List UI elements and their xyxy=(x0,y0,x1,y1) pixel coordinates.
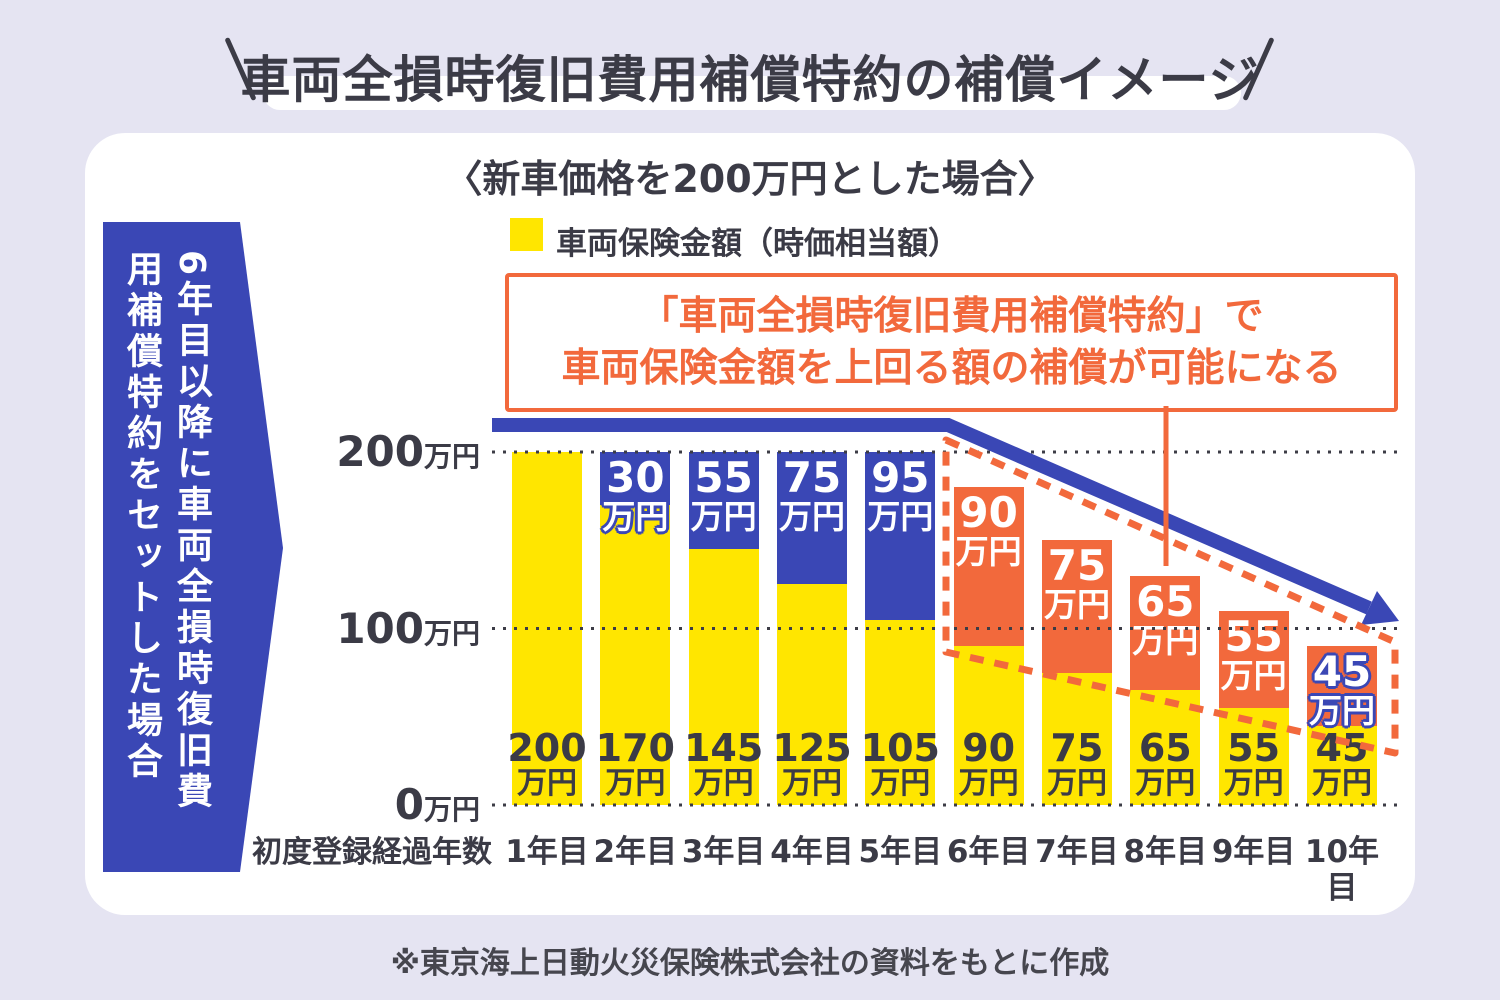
value-number: 75 xyxy=(1047,541,1107,591)
legend-label: 車両保険金額（時価相当額） xyxy=(556,226,959,262)
bar-9-insured-amount-label: 55 万円 xyxy=(1213,729,1295,801)
value-number: 65 xyxy=(1138,726,1192,770)
value-number: 30 xyxy=(606,453,665,502)
value-unit: 万円 xyxy=(1220,655,1287,695)
value-number: 75 xyxy=(782,453,842,502)
value-number: 90 xyxy=(962,726,1016,770)
value-unit: 万円 xyxy=(1311,766,1372,801)
x-axis-label-7: 7年目 xyxy=(1035,834,1119,870)
y-axis-tick-200: 200万円 xyxy=(330,427,480,477)
x-axis-label-5: 5年目 xyxy=(858,834,943,870)
bar-2-extra-amount-label: 30 万円 xyxy=(594,457,676,535)
tick-unit: 万円 xyxy=(423,616,480,650)
page-title: 車両全損時復旧費用補償特約の補償イメージ xyxy=(240,51,1260,109)
bar-8-insured-amount-label: 65 万円 xyxy=(1124,729,1206,801)
bar-5-insured-amount-label: 105 万円 xyxy=(859,729,941,801)
x-axis-title: 初度登録経過年数 xyxy=(252,835,492,870)
value-unit: 万円 xyxy=(781,766,842,801)
side-banner-text: 6年目以降に車両全損時復旧費 用補償特約をセットした場合 xyxy=(116,250,216,854)
bar-7-extra-amount-label: 75 万円 xyxy=(1036,545,1118,623)
value-number: 55 xyxy=(694,453,753,502)
bar-10-extra-amount-label: 45 万円 xyxy=(1301,651,1383,729)
x-axis-label-1: 1年目 xyxy=(505,834,589,870)
value-unit: 万円 xyxy=(517,766,577,801)
value-number: 200 xyxy=(507,726,587,770)
x-axis-label-10: 10年目 xyxy=(1304,834,1380,906)
value-unit: 万円 xyxy=(1223,766,1284,801)
value-number: 105 xyxy=(860,726,940,770)
bar-2-insured-amount-label: 170 万円 xyxy=(594,729,676,801)
side-banner-line-1: 6年目以降に車両全損時復旧費 xyxy=(171,250,212,814)
x-axis-label-2: 2年目 xyxy=(593,834,678,870)
tick-number: 0 xyxy=(394,780,424,829)
value-number: 95 xyxy=(871,453,930,502)
side-banner-arrow-shape xyxy=(103,222,283,872)
value-number: 65 xyxy=(1136,576,1195,626)
bar-5-extra-amount-label: 95 万円 xyxy=(859,457,941,535)
callout-line-2: 車両保険金額を上回る額の補償が可能になる xyxy=(561,345,1342,391)
side-banner-line-2: 用補償特約をセットした場合 xyxy=(121,250,162,783)
value-number: 90 xyxy=(959,488,1018,538)
callout-line-1: 「車両全損時復旧費用補償特約」で xyxy=(639,293,1264,339)
value-unit: 万円 xyxy=(1132,620,1199,660)
y-axis-tick-0: 0万円 xyxy=(330,780,480,830)
bar-5-yellow-segment xyxy=(865,619,936,805)
bar-4-insured-amount-label: 125 万円 xyxy=(771,729,853,801)
bar-1-insured-amount-label: 200 万円 xyxy=(506,729,588,801)
x-axis-label-8: 8年目 xyxy=(1123,834,1208,870)
value-number: 170 xyxy=(595,726,675,770)
x-axis-label-9: 9年目 xyxy=(1211,834,1296,870)
x-axis-label-4: 4年目 xyxy=(770,834,854,870)
title-highlight-pill xyxy=(263,76,1241,110)
value-unit: 万円 xyxy=(1135,766,1196,801)
value-number: 125 xyxy=(772,726,852,770)
value-unit: 万円 xyxy=(778,497,845,536)
tick-unit: 万円 xyxy=(423,440,480,473)
value-unit: 万円 xyxy=(870,766,931,801)
chart-subtitle: 〈新車価格を200万円とした場合〉 xyxy=(444,157,1056,201)
value-number: 55 xyxy=(1224,611,1283,661)
bar-6-extra-amount-label: 90 万円 xyxy=(948,492,1030,570)
bar-4-extra-amount-label: 75 万円 xyxy=(771,457,853,535)
value-unit: 万円 xyxy=(693,766,754,801)
value-unit: 万円 xyxy=(605,766,666,801)
bar-9-extra-amount-label: 55 万円 xyxy=(1213,611,1295,695)
value-number: 45 xyxy=(1315,726,1369,770)
value-unit: 万円 xyxy=(958,766,1019,801)
value-number: 45 xyxy=(1312,647,1372,697)
value-unit: 万円 xyxy=(602,497,669,536)
value-unit: 万円 xyxy=(690,497,757,536)
value-unit: 万円 xyxy=(1043,585,1110,625)
tick-number: 100 xyxy=(336,603,424,653)
value-unit: 万円 xyxy=(1046,766,1107,801)
tick-number: 200 xyxy=(336,427,424,476)
bar-10-insured-amount-label: 45 万円 xyxy=(1301,729,1383,801)
x-axis-label-6: 6年目 xyxy=(946,834,1031,870)
bar-3-insured-amount-label: 145 万円 xyxy=(683,729,765,801)
footer-note: ※東京海上日動火災保険株式会社の資料をもとに作成 xyxy=(390,946,1110,981)
y-axis-tick-100: 100万円 xyxy=(330,604,480,654)
value-number: 145 xyxy=(683,726,764,770)
bar-6-insured-amount-label: 90 万円 xyxy=(948,729,1030,801)
bar-4-yellow-segment xyxy=(776,584,847,805)
value-unit: 万円 xyxy=(867,497,934,536)
value-unit: 万円 xyxy=(1308,691,1375,731)
legend-yellow-swatch xyxy=(510,218,543,251)
x-axis-label-3: 3年目 xyxy=(681,834,766,870)
value-number: 75 xyxy=(1050,726,1104,770)
bar-8-extra-amount-label: 65 万円 xyxy=(1124,576,1206,660)
bar-3-extra-amount-label: 55 万円 xyxy=(683,457,765,535)
bar-7-insured-amount-label: 75 万円 xyxy=(1036,729,1118,801)
callout-box: 「車両全損時復旧費用補償特約」で 車両保険金額を上回る額の補償が可能になる xyxy=(505,273,1398,412)
value-number: 55 xyxy=(1227,726,1281,770)
value-unit: 万円 xyxy=(955,532,1022,572)
tick-unit: 万円 xyxy=(423,793,480,826)
